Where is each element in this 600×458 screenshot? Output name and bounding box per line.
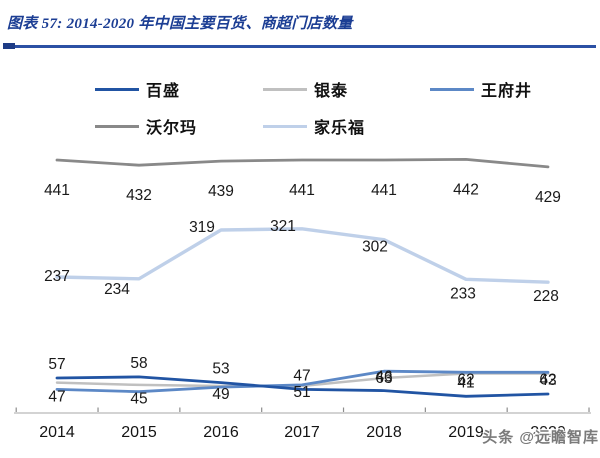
data-label: 441	[371, 182, 397, 199]
legend-line-icon	[263, 124, 307, 128]
data-label: 233	[450, 285, 476, 302]
legend-label: 家乐福	[314, 120, 366, 137]
data-label: 237	[44, 268, 70, 285]
x-axis-label: 2016	[203, 424, 239, 441]
legend-label: 王府井	[481, 83, 533, 100]
title-underline	[3, 45, 596, 48]
data-label: 45	[130, 391, 147, 408]
x-axis-label: 2015	[121, 424, 157, 441]
data-label: 234	[104, 281, 130, 298]
legend-item-walmart: 沃尔玛	[95, 117, 198, 137]
data-label: 62	[457, 371, 474, 388]
data-label: 46	[375, 369, 392, 386]
watermark: 头条 @远瞻智库	[482, 429, 599, 446]
data-label: 441	[44, 182, 70, 199]
series-wangfujing-labels: 47 45 49 51 63 62 62	[48, 370, 556, 408]
legend-line-icon	[95, 124, 139, 128]
data-label: 442	[453, 181, 479, 198]
x-axis-label: 2019	[448, 424, 484, 441]
data-label: 51	[293, 384, 310, 401]
x-axis-label: 2018	[366, 424, 402, 441]
series-parkson	[55, 375, 550, 398]
data-label: 49	[212, 386, 229, 403]
series-walmart	[55, 157, 550, 169]
legend-item-parkson: 百盛	[95, 80, 181, 100]
legend-item-carrefour: 家乐福	[263, 117, 366, 137]
series-walmart-labels: 441 432 439 441 441 442 429	[44, 181, 561, 206]
legend-label: 银泰	[314, 83, 349, 100]
data-label: 47	[48, 388, 65, 405]
series-carrefour	[55, 227, 550, 284]
data-label: 441	[289, 182, 315, 199]
data-label: 321	[270, 218, 296, 235]
x-axis-label: 2020	[530, 424, 566, 441]
data-label: 432	[126, 187, 152, 204]
figure-title: 图表 57: 2014-2020 年中国主要百货、商超门店数量	[7, 16, 353, 32]
legend-line-icon	[263, 87, 307, 91]
data-label: 58	[130, 355, 147, 372]
series-wangfujing	[55, 369, 550, 394]
data-label: 62	[539, 371, 556, 388]
data-label: 63	[375, 370, 392, 387]
data-label: 41	[457, 374, 474, 391]
legend-label: 百盛	[146, 83, 181, 100]
data-label: 228	[533, 288, 559, 305]
series-carrefour-labels: 237 234 319 321 302 233 228	[44, 218, 559, 305]
series-parkson-labels: 57 58 53 47 46 41 43	[48, 355, 556, 391]
title-underline-stub	[3, 43, 15, 49]
legend-line-icon	[95, 87, 139, 91]
x-axis-line	[14, 407, 591, 414]
legend-item-yintai: 银泰	[263, 80, 349, 100]
x-axis-label: 2017	[284, 424, 320, 441]
data-label: 319	[189, 219, 215, 236]
legend-line-icon	[430, 87, 474, 91]
legend-item-wangfujing: 王府井	[430, 80, 533, 100]
data-label: 47	[293, 367, 310, 384]
x-axis-label: 2014	[39, 424, 75, 441]
legend-label: 沃尔玛	[146, 120, 198, 137]
data-label: 57	[48, 356, 65, 373]
data-label: 439	[208, 183, 234, 200]
data-label: 302	[362, 239, 388, 256]
data-label: 43	[539, 372, 556, 389]
data-label: 53	[212, 361, 229, 378]
data-label: 429	[535, 189, 561, 206]
